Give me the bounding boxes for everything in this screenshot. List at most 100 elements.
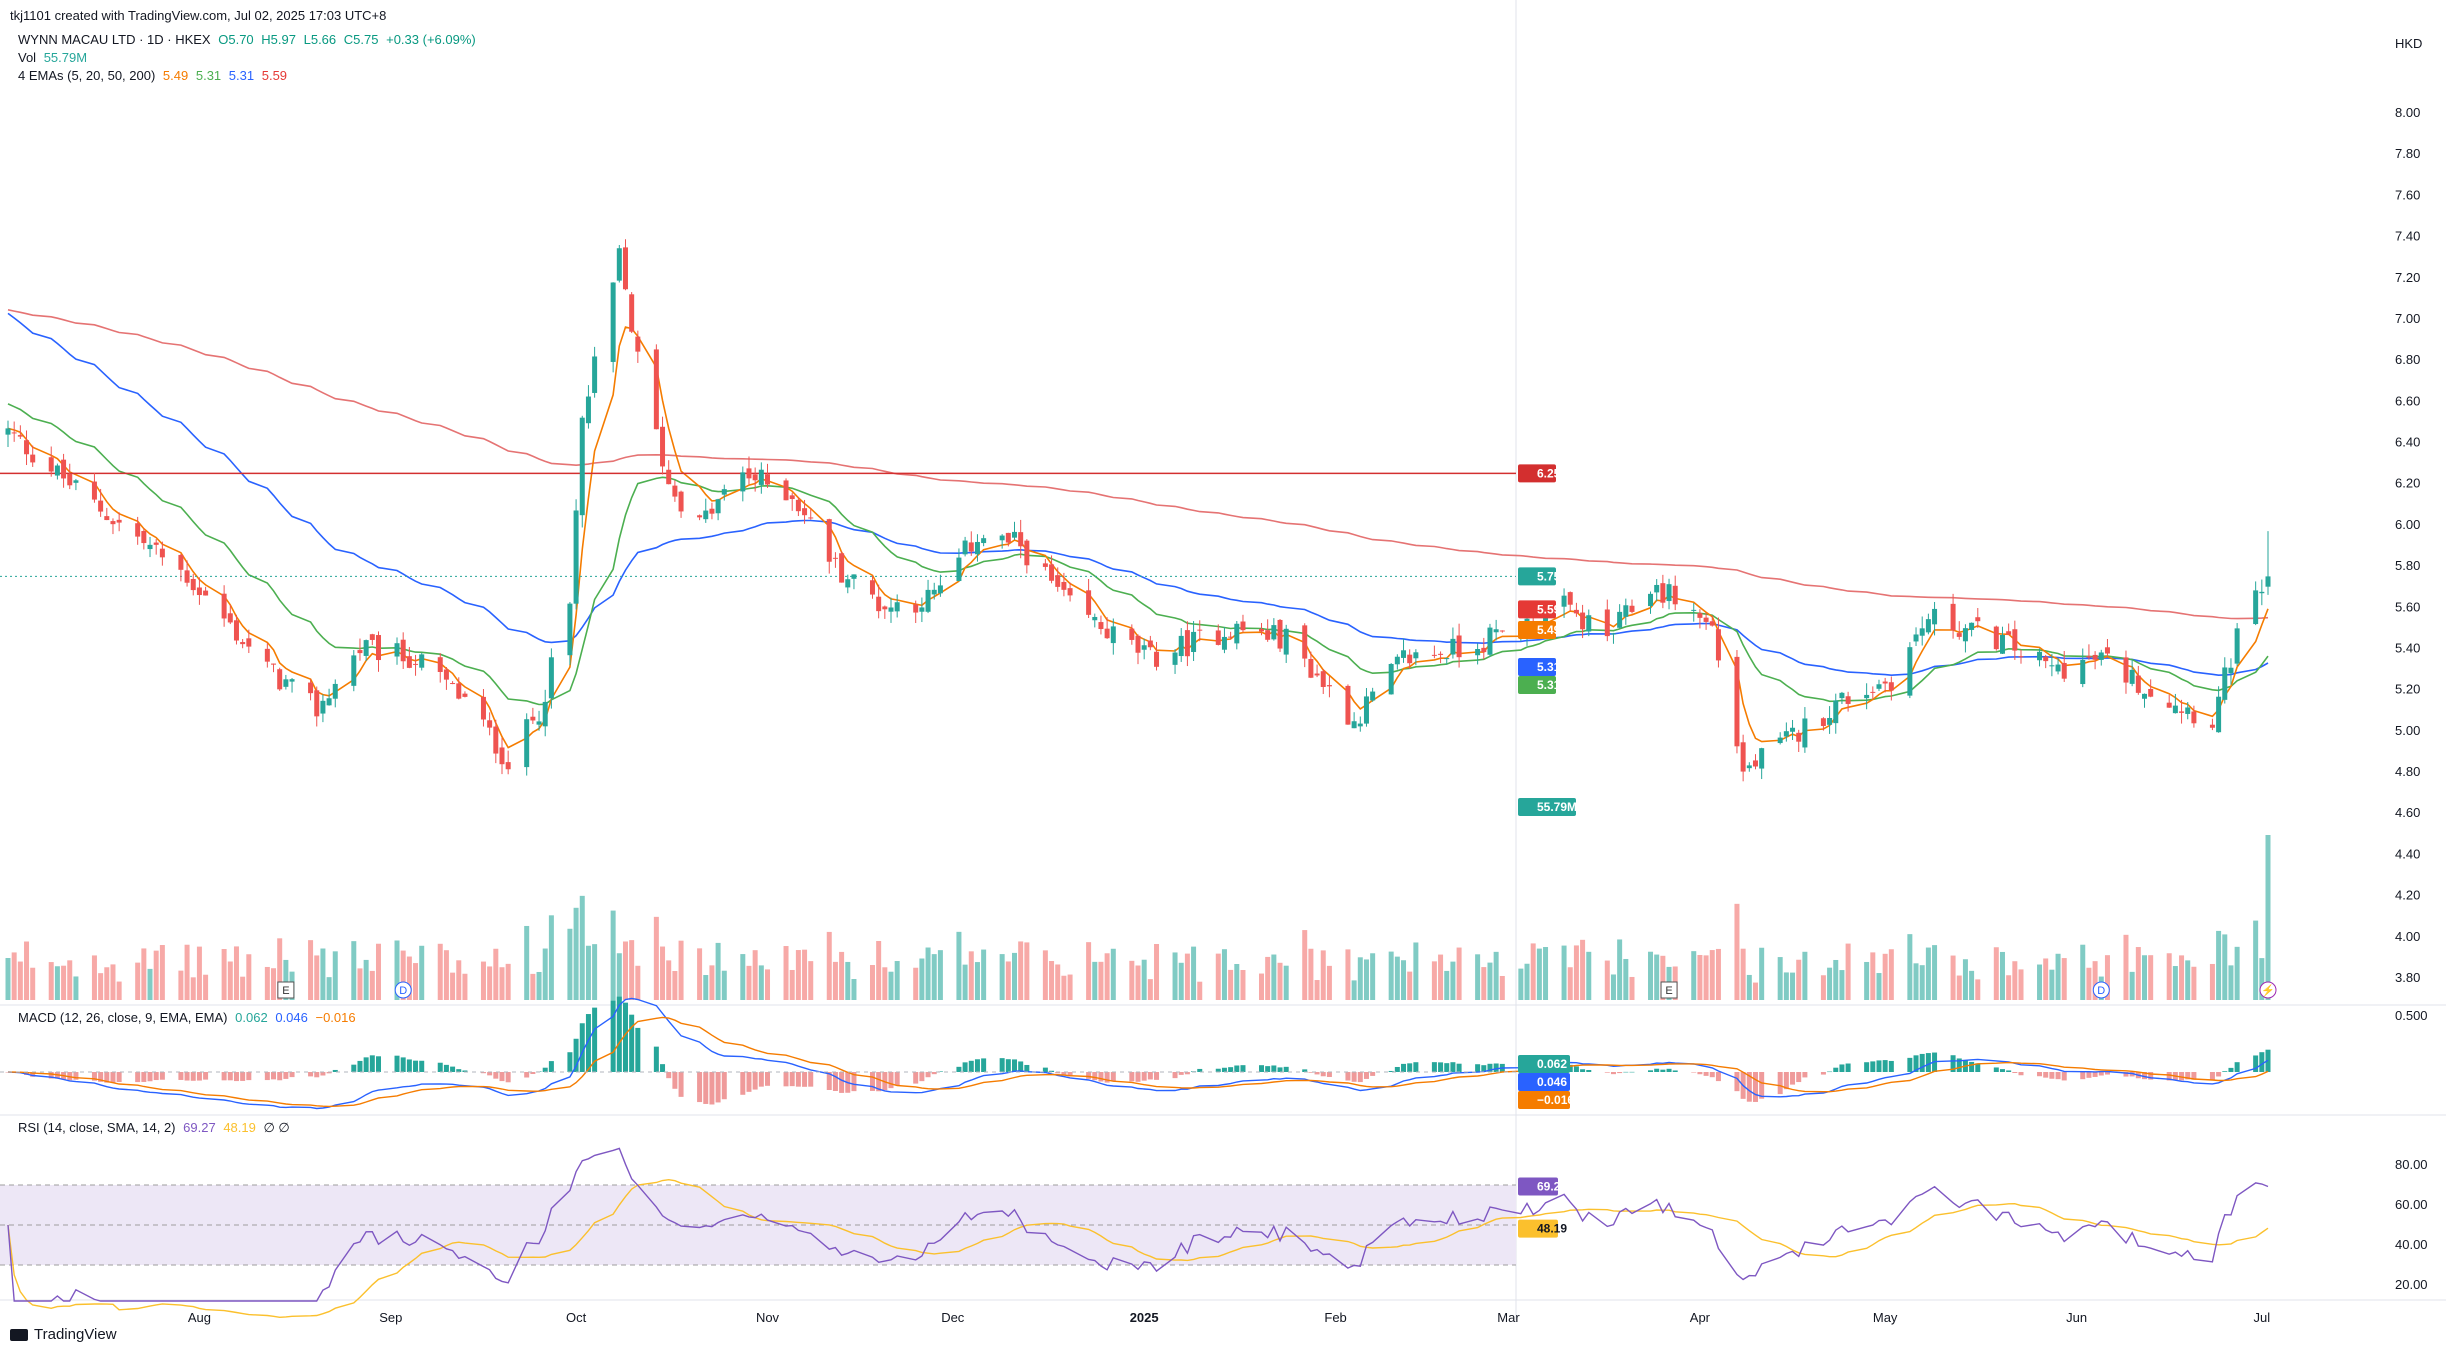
macd-hist-bar (332, 1069, 338, 1072)
candle-body (1092, 616, 1098, 621)
volume-bar (832, 961, 838, 1000)
macd-hist-bar (98, 1072, 104, 1082)
ema200-line (7, 309, 2269, 620)
candle-body (2265, 576, 2271, 587)
candle-body (981, 538, 987, 544)
macd-hist-bar (876, 1072, 882, 1092)
candle-body (1870, 691, 1876, 693)
rsi-badge-label: 48.19 (1537, 1222, 1567, 1236)
candle-body (11, 432, 17, 434)
volume-bar (61, 965, 67, 1000)
volume-bar (375, 943, 381, 1000)
macd-label[interactable]: MACD (12, 26, close, 9, EMA, EMA) (18, 1010, 228, 1025)
candle-body (147, 544, 153, 550)
candle-body (622, 247, 628, 290)
volume-bar (1098, 961, 1104, 1000)
volume-bar (1061, 975, 1067, 1000)
price-badge-bg (1518, 567, 1556, 586)
currency-label: HKD (2395, 36, 2422, 51)
macd-hist-bar (839, 1072, 845, 1093)
volume-bar (1777, 957, 1783, 1000)
price-badge-label: 5.31 (1537, 678, 1561, 692)
price-badge-bg (1518, 798, 1576, 817)
candle-body (888, 607, 894, 612)
macd-hist-bar (1444, 1063, 1450, 1072)
volume-bar (968, 951, 974, 1000)
volume-bar (1827, 967, 1833, 1000)
volume-bar (758, 965, 764, 1000)
macd-hist-bar (1351, 1072, 1357, 1082)
volume-bar (1876, 973, 1882, 1000)
macd-signal-line (7, 1016, 2269, 1108)
candle-body (703, 510, 709, 520)
volume-bar (672, 971, 678, 1000)
candle-body (1820, 718, 1826, 726)
tradingview-brand[interactable]: TradingView (10, 1326, 117, 1343)
macd-hist-bar (116, 1072, 122, 1083)
candle-body (1042, 563, 1048, 567)
volume-bar (406, 956, 412, 1000)
macd-hist-bar (653, 1046, 659, 1072)
volume-bar (1709, 950, 1715, 1000)
volume-bar (2043, 958, 2049, 1000)
candle-body (524, 719, 530, 768)
candle-body (1234, 623, 1240, 644)
macd-hist-bar (968, 1060, 974, 1072)
macd-hist-bar (1617, 1072, 1623, 1074)
macd-hist-bar (530, 1072, 536, 1075)
volume-bar (962, 964, 968, 1000)
volume-label[interactable]: Vol (18, 50, 37, 65)
price-badge-bg (1518, 620, 1556, 639)
price-badge-bg (1518, 600, 1556, 619)
volume-bar (783, 946, 789, 1000)
price-tick-label: 4.00 (2395, 929, 2420, 944)
candle-body (666, 469, 672, 485)
rsi-label[interactable]: RSI (14, close, SMA, 14, 2) (18, 1120, 176, 1135)
macd-hist-bar (678, 1072, 684, 1097)
volume-bar (332, 951, 338, 1000)
candle-body (2179, 711, 2185, 713)
candle-body (2259, 591, 2265, 594)
volume-bar (610, 910, 616, 1000)
macd-hist-bar (2006, 1070, 2012, 1072)
macd-hist-bar (697, 1072, 703, 1103)
macd-hist-bar (1431, 1062, 1437, 1072)
macd-badge-bg (1518, 1073, 1570, 1091)
candle-body (746, 468, 752, 479)
macd-hist-bar (1314, 1072, 1320, 1075)
volume-bar (1129, 960, 1135, 1000)
macd-hist-bar (289, 1072, 295, 1078)
candle-body (413, 663, 419, 665)
candle-body (1499, 630, 1505, 632)
rsi-badge-bg (1518, 1177, 1558, 1196)
candle-body (2123, 657, 2129, 683)
volume-bar (585, 945, 591, 1000)
macd-hist-bar (184, 1072, 190, 1081)
macd-hist-bar (1215, 1068, 1221, 1072)
macd-hist-bar (1796, 1072, 1802, 1083)
candle-body (1308, 658, 1314, 678)
event-marker-box (277, 981, 295, 999)
candle-body (1796, 732, 1802, 742)
macd-tick-label: 0.500 (2395, 1008, 2428, 1023)
candle-body (1956, 633, 1962, 637)
ema50-value: 5.31 (228, 68, 255, 83)
macd-hist-bar (1234, 1065, 1240, 1072)
candle-body (1691, 609, 1697, 611)
ema-label[interactable]: 4 EMAs (5, 20, 50, 200) (18, 68, 156, 83)
volume-bar (456, 960, 462, 1000)
volume-bar (1845, 943, 1851, 1000)
candle-body (1450, 638, 1456, 655)
candle-body (1110, 626, 1116, 644)
candle-body (869, 580, 875, 595)
candle-body (1827, 717, 1833, 725)
macd-hist-bar (937, 1071, 943, 1072)
symbol-label[interactable]: WYNN MACAU LTD · 1D · HKEX (18, 32, 211, 47)
volume-bar (913, 967, 919, 1000)
macd-hist-bar (1703, 1072, 1709, 1076)
candle-body (660, 426, 666, 467)
candle-body (159, 548, 165, 558)
volume-bar (1351, 980, 1357, 1000)
macd-hist-bar (1666, 1068, 1672, 1072)
price-tick-label: 7.00 (2395, 311, 2420, 326)
